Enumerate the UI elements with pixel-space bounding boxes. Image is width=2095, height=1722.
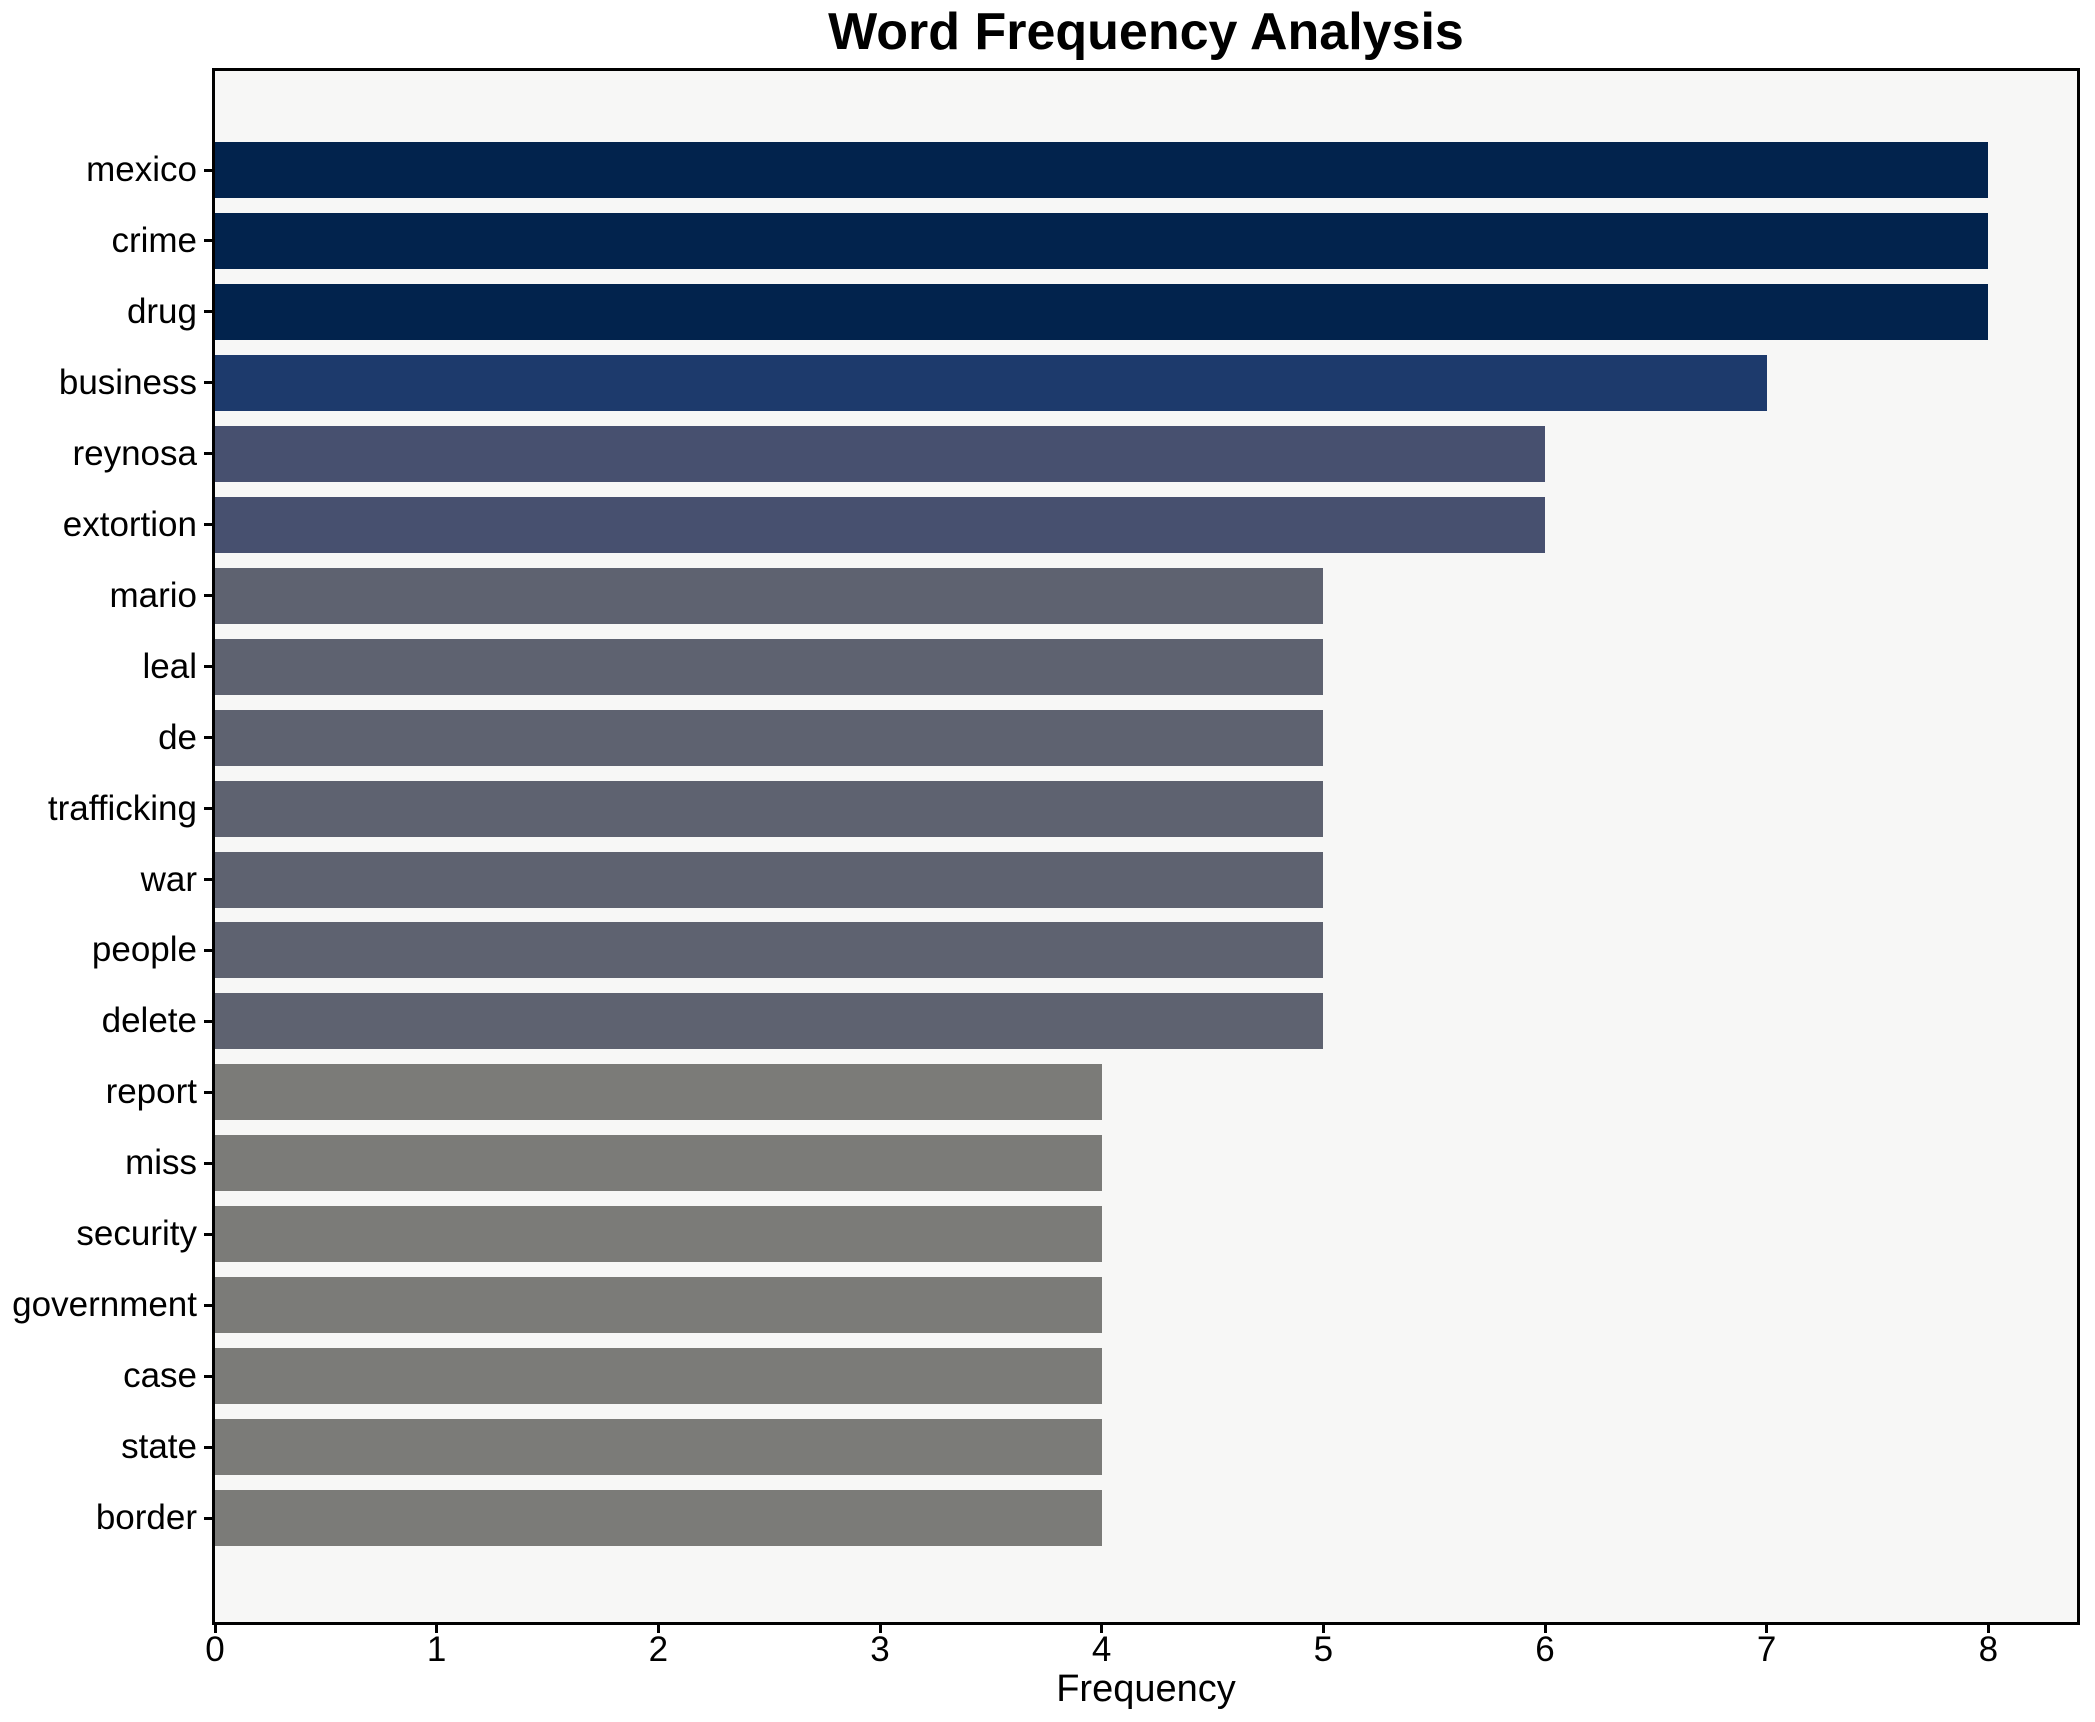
x-tick-label-1: 1 [426,1630,447,1669]
y-tick-mark [204,1090,215,1094]
x-tick-label-4: 4 [1091,1630,1112,1669]
x-tick-label-2: 2 [648,1630,669,1669]
bar-government [215,1277,1102,1334]
y-tick-mark [204,1516,215,1520]
y-tick-label-state: state [121,1427,197,1467]
y-tick-mark [204,807,215,811]
x-tick-mark [1543,1622,1547,1633]
y-tick-mark [204,523,215,527]
x-tick-label-3: 3 [870,1630,890,1669]
y-tick-label-trafficking: trafficking [47,788,197,828]
bar-state [215,1419,1102,1476]
y-tick-label-people: people [91,930,197,970]
y-tick-label-de: de [158,717,197,757]
y-tick-label-war: war [140,859,197,899]
bar-miss [215,1135,1102,1192]
y-tick-label-delete: delete [101,1001,197,1041]
y-tick-mark [204,1161,215,1165]
y-tick-mark [204,1303,215,1307]
x-tick-label-8: 8 [1978,1630,1999,1669]
y-tick-mark [204,665,215,669]
y-tick-mark [204,381,215,385]
y-tick-label-leal: leal [142,646,197,686]
plot-area [215,71,2077,1622]
x-tick-label-0: 0 [205,1630,225,1669]
y-tick-mark [204,1374,215,1378]
y-tick-label-report: report [105,1072,197,1112]
bar-mexico [215,142,1989,198]
bar-de [215,709,1324,766]
x-tick-label-6: 6 [1535,1630,1555,1669]
x-tick-mark [213,1622,217,1633]
y-tick-label-case: case [123,1356,197,1396]
x-tick-label-5: 5 [1313,1630,1334,1669]
y-tick-label-drug: drug [126,291,197,331]
bar-drug [215,283,1989,340]
y-tick-mark [204,168,215,172]
y-tick-mark [204,594,215,598]
bar-report [215,1064,1102,1121]
chart-title: Word Frequency Analysis [828,3,1464,61]
x-tick-mark [1986,1622,1990,1633]
y-tick-label-mario: mario [109,575,197,615]
bar-security [215,1206,1102,1263]
y-tick-label-extortion: extortion [62,504,197,544]
y-tick-mark [204,736,215,740]
y-tick-mark [204,878,215,881]
x-axis-label: Frequency [1056,1668,1236,1710]
y-tick-mark [204,1232,215,1236]
y-tick-mark [204,239,215,243]
y-tick-label-reynosa: reynosa [72,433,197,473]
bar-business [215,354,1767,411]
bar-mario [215,567,1324,624]
bar-leal [215,638,1324,695]
y-tick-label-mexico: mexico [86,150,197,189]
bar-trafficking [215,780,1324,837]
y-tick-label-security: security [76,1214,197,1254]
bar-delete [215,993,1324,1050]
y-tick-label-miss: miss [125,1143,197,1183]
bar-extortion [215,496,1545,553]
bar-crime [215,212,1989,269]
bar-case [215,1348,1102,1405]
y-tick-label-business: business [58,362,197,402]
x-tick-label-7: 7 [1756,1630,1777,1669]
x-tick-mark [878,1622,882,1633]
bar-border [215,1490,1102,1547]
x-tick-mark [656,1622,660,1633]
y-tick-label-crime: crime [111,220,197,260]
y-tick-mark [204,1445,215,1449]
x-tick-mark [1100,1622,1104,1633]
y-tick-mark [204,452,215,456]
y-tick-label-border: border [95,1498,197,1538]
bar-war [215,851,1324,908]
y-tick-mark [204,948,215,952]
x-tick-mark [1321,1622,1325,1633]
x-tick-mark [435,1622,439,1633]
y-tick-label-government: government [12,1285,197,1325]
bar-people [215,922,1324,979]
x-tick-mark [1765,1622,1769,1633]
bar-reynosa [215,425,1545,482]
y-tick-mark [204,1019,215,1023]
y-tick-mark [204,310,215,314]
